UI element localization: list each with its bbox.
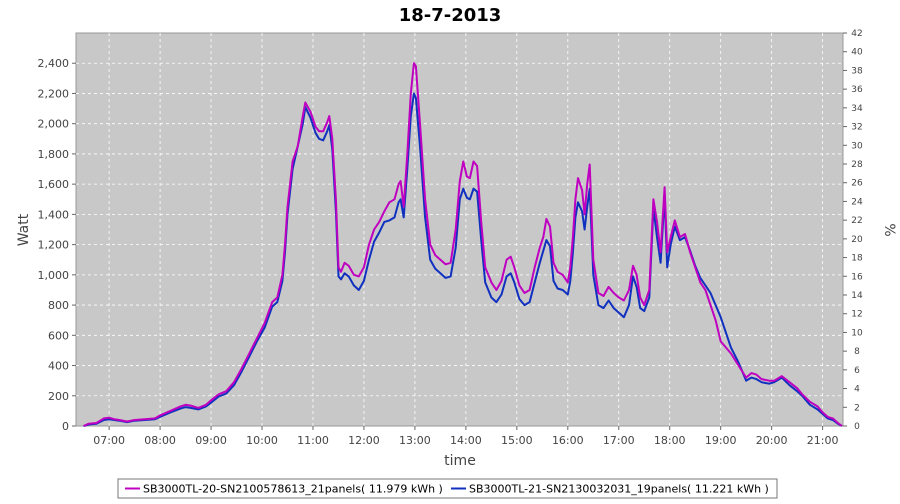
y-tick-label: 1,800 xyxy=(38,148,70,161)
y-tick-label: 2,200 xyxy=(38,87,70,100)
y-axis: 0 200 400 600 800 1,000 1,200 1,400 1,600 1,800 2,… xyxy=(38,57,76,433)
y2-tick-label: 40 xyxy=(851,48,863,58)
y-tick-label: 1,200 xyxy=(38,239,70,252)
x-tick-label: 15:00 xyxy=(501,434,533,447)
y2-tick-label: 36 xyxy=(851,85,863,95)
x-tick-label: 20:00 xyxy=(756,434,788,447)
x-tick-label: 13:00 xyxy=(399,434,431,447)
x-tick-label: 16:00 xyxy=(552,434,584,447)
x-tick-label: 12:00 xyxy=(348,434,380,447)
y2-tick-label: 10 xyxy=(851,328,863,338)
legend: SB3000TL-20-SN2100578613_21panels( 11.97… xyxy=(117,478,778,499)
y2-tick-label: 6 xyxy=(854,366,860,376)
y-tick-label: 1,600 xyxy=(38,178,70,191)
series-line-1 xyxy=(83,62,843,427)
y-axis-label: Watt xyxy=(16,213,32,246)
x-axis: 07:00 08:00 09:00 10:00 11:00 12:00 13:00 14:00… xyxy=(93,426,838,447)
y2-tick-label: 42 xyxy=(851,29,862,39)
y2-tick-label: 14 xyxy=(851,291,863,301)
y-tick-label: 2,000 xyxy=(38,118,70,131)
y2-tick-label: 0 xyxy=(854,422,860,432)
x-tick-label: 18:00 xyxy=(654,434,686,447)
x-tick-label: 07:00 xyxy=(93,434,125,447)
y2-axis-label: % xyxy=(881,223,897,236)
chart-title: 18-7-2013 xyxy=(399,5,502,26)
x-tick-label: 11:00 xyxy=(297,434,329,447)
x-tick-label: 19:00 xyxy=(705,434,737,447)
x-axis-label: time xyxy=(444,453,476,469)
y-tick-label: 600 xyxy=(48,329,69,342)
y2-tick-label: 22 xyxy=(851,216,862,226)
legend-box xyxy=(117,478,778,499)
y2-tick-label: 28 xyxy=(851,160,863,170)
x-tick-label: 08:00 xyxy=(144,434,176,447)
x-tick-label: 14:00 xyxy=(450,434,482,447)
y-tick-label: 200 xyxy=(48,390,69,403)
y-tick-label: 800 xyxy=(48,299,69,312)
gridlines xyxy=(76,33,843,426)
series-lines xyxy=(83,62,843,427)
x-tick-label: 21:00 xyxy=(807,434,839,447)
x-tick-label: 10:00 xyxy=(246,434,278,447)
y2-tick-label: 12 xyxy=(851,310,862,320)
legend-label-2: SB3000TL-21-SN2130032031_19panels( 11.22… xyxy=(469,483,769,496)
x-tick-label: 17:00 xyxy=(603,434,635,447)
y2-tick-label: 26 xyxy=(851,179,863,189)
plot-area xyxy=(75,32,844,427)
y-tick-label: 400 xyxy=(48,360,69,373)
y2-tick-label: 38 xyxy=(851,66,863,76)
y-tick-label: 1,000 xyxy=(38,269,70,282)
y2-tick-label: 16 xyxy=(851,272,863,282)
y2-tick-label: 30 xyxy=(851,141,863,151)
y-tick-label: 2,400 xyxy=(38,57,70,70)
y-tick-label: 0 xyxy=(62,420,69,433)
y2-tick-label: 24 xyxy=(851,197,863,207)
y2-tick-label: 18 xyxy=(851,254,863,264)
y2-tick-label: 34 xyxy=(851,104,863,114)
y2-tick-label: 2 xyxy=(854,403,860,413)
y2-tick-label: 4 xyxy=(854,385,860,395)
y-tick-label: 1,400 xyxy=(38,208,70,221)
x-tick-label: 09:00 xyxy=(195,434,227,447)
y2-tick-label: 32 xyxy=(851,123,862,133)
legend-label-1: SB3000TL-20-SN2100578613_21panels( 11.97… xyxy=(143,483,443,496)
y2-tick-label: 20 xyxy=(851,235,863,245)
y2-tick-label: 8 xyxy=(854,347,860,357)
